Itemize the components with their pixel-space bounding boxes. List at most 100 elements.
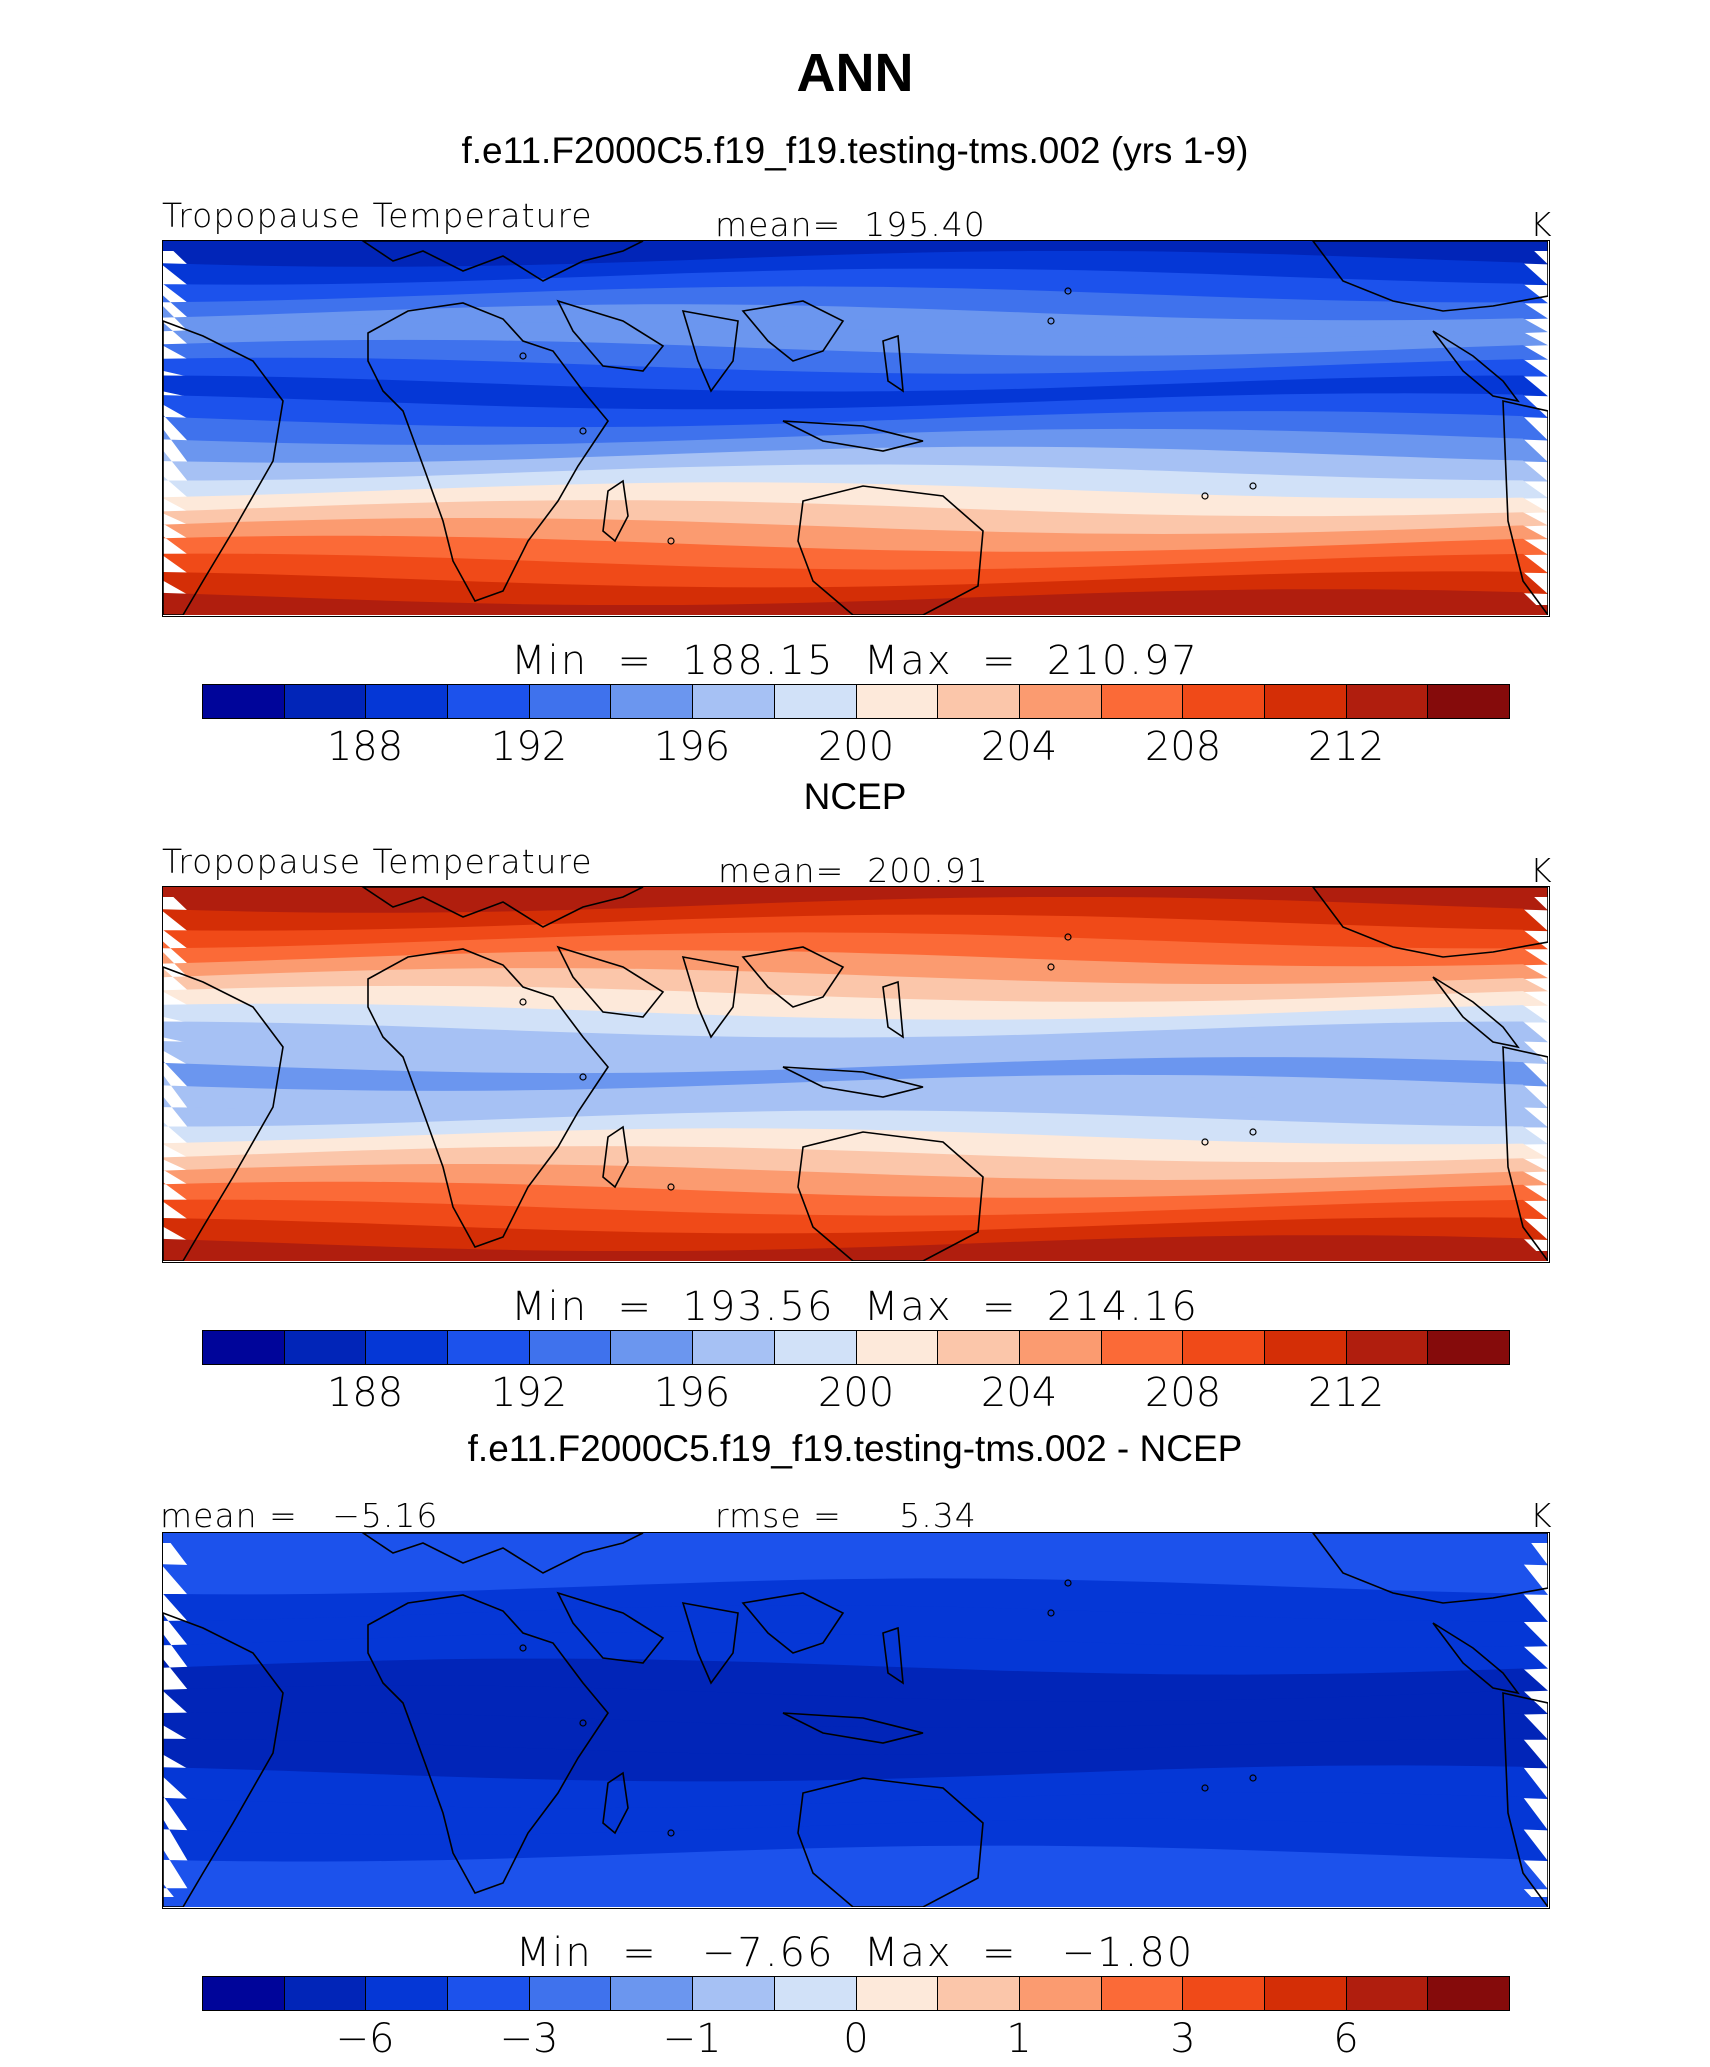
colorbar-swatch bbox=[938, 685, 1020, 718]
coastline bbox=[741, 300, 845, 362]
panel-2-tick: 212 bbox=[1307, 1370, 1385, 1416]
contour-band bbox=[163, 1039, 1548, 1075]
coastline bbox=[1432, 330, 1520, 403]
colorbar-swatch bbox=[366, 1977, 449, 2010]
coastline bbox=[163, 966, 284, 1261]
contour-band bbox=[163, 1897, 1548, 1907]
panel-3-tick: 1 bbox=[1006, 2016, 1032, 2062]
contour-band bbox=[163, 1164, 1548, 1199]
coastline bbox=[556, 1591, 665, 1664]
island-outline bbox=[1064, 287, 1072, 295]
colorbar-swatch bbox=[693, 685, 775, 718]
panel-1-tick: 208 bbox=[1144, 724, 1222, 770]
coastline bbox=[882, 334, 904, 393]
colorbar-swatch bbox=[938, 1977, 1020, 2010]
panel-3-tick: 0 bbox=[843, 2016, 869, 2062]
panel-3-map bbox=[162, 1532, 1550, 1909]
colorbar-swatch bbox=[693, 1977, 775, 2010]
contour-band bbox=[163, 968, 1548, 1003]
contour-band bbox=[163, 241, 1548, 251]
panel-3-units-label: K bbox=[1530, 1496, 1553, 1535]
contour-band bbox=[163, 250, 1548, 286]
colorbar-swatch bbox=[284, 1331, 367, 1364]
panel-3-title: f.e11.F2000C5.f19_f19.testing-tms.002 - … bbox=[467, 1428, 1243, 1469]
contour-band bbox=[163, 1578, 1548, 1623]
panel-1-map bbox=[162, 240, 1550, 617]
panel-2-title: NCEP bbox=[803, 776, 907, 817]
coastline bbox=[681, 1601, 739, 1685]
contour-band bbox=[163, 1712, 1548, 1756]
coastline bbox=[1502, 399, 1548, 615]
panel-2-units-label: K bbox=[1530, 851, 1553, 890]
contour-band bbox=[163, 393, 1548, 429]
panel-1-tick: 192 bbox=[490, 724, 568, 770]
contour-band bbox=[163, 1021, 1548, 1057]
colorbar-swatch bbox=[1101, 1331, 1184, 1364]
island-outline bbox=[667, 1829, 675, 1837]
coastline bbox=[602, 479, 629, 543]
contour-band bbox=[163, 482, 1548, 518]
contour-band bbox=[163, 1792, 1548, 1836]
coastline bbox=[741, 946, 845, 1008]
colorbar-swatch bbox=[856, 1331, 939, 1364]
contour-band bbox=[163, 914, 1548, 950]
colorbar-swatch bbox=[611, 685, 694, 718]
panel-2-mean-label: mean= 200.91 bbox=[718, 851, 989, 890]
panel-2-tick: 188 bbox=[326, 1370, 404, 1416]
panel-3-rmse-label: rmse = 5.34 bbox=[715, 1496, 977, 1535]
contour-band bbox=[163, 1003, 1548, 1039]
coastline bbox=[1502, 1045, 1548, 1261]
colorbar-swatch bbox=[938, 1331, 1020, 1364]
island-outline bbox=[519, 1644, 527, 1652]
colorbar-swatch bbox=[1346, 685, 1429, 718]
contour-band bbox=[163, 464, 1548, 500]
coastline bbox=[163, 1612, 284, 1907]
colorbar-swatch bbox=[1264, 1977, 1347, 2010]
coastline bbox=[1432, 976, 1520, 1049]
panel-3-tick: −3 bbox=[499, 2016, 559, 2062]
colorbar-swatch bbox=[203, 1977, 285, 2010]
colorbar-swatch bbox=[1183, 1977, 1265, 2010]
contour-band bbox=[163, 500, 1548, 535]
coastline bbox=[1312, 241, 1548, 312]
island-outline bbox=[579, 427, 587, 435]
contour-band bbox=[163, 322, 1548, 357]
panel-3-colorbar-ticks: −6 −3 −1 0 1 3 6 bbox=[202, 2016, 1510, 2066]
contour-band bbox=[163, 1533, 1548, 1543]
coastline bbox=[1312, 1533, 1548, 1604]
panel-1-colorbar bbox=[202, 684, 1510, 719]
colorbar-swatch bbox=[1264, 1331, 1347, 1364]
coastline bbox=[681, 309, 739, 393]
island-outline bbox=[579, 1073, 587, 1081]
contour-band bbox=[163, 950, 1548, 985]
coastline bbox=[797, 1777, 984, 1907]
island-outline bbox=[1201, 1138, 1209, 1146]
colorbar-swatch bbox=[856, 1977, 939, 2010]
colorbar-swatch bbox=[1101, 685, 1184, 718]
panel-1-units-label: K bbox=[1530, 205, 1553, 244]
panel-1-tick: 212 bbox=[1307, 724, 1385, 770]
contour-band bbox=[163, 1765, 1548, 1810]
contour-band bbox=[163, 1128, 1548, 1164]
contour-band bbox=[163, 268, 1548, 304]
panel-1-colorbar-ticks: 188 192 196 200 204 208 212 bbox=[202, 724, 1510, 774]
contour-band bbox=[163, 1110, 1548, 1146]
coastline bbox=[367, 302, 609, 602]
panel-1-title: f.e11.F2000C5.f19_f19.testing-tms.002 (y… bbox=[461, 130, 1249, 171]
panel-3-tick: 6 bbox=[1333, 2016, 1359, 2062]
coastline bbox=[782, 420, 924, 452]
colorbar-swatch bbox=[1346, 1977, 1429, 2010]
panel-1-tick: 188 bbox=[326, 724, 404, 770]
coastline bbox=[367, 1594, 609, 1894]
contour-band bbox=[163, 1146, 1548, 1181]
island-outline bbox=[1249, 1128, 1257, 1136]
panel-3-mean-label: mean = −5.16 bbox=[160, 1496, 439, 1535]
contour-band bbox=[163, 286, 1548, 322]
panel-3-tick: −6 bbox=[335, 2016, 395, 2062]
colorbar-swatch bbox=[774, 685, 857, 718]
island-outline bbox=[519, 998, 527, 1006]
colorbar-swatch bbox=[1019, 1331, 1102, 1364]
island-outline bbox=[579, 1719, 587, 1727]
colorbar-swatch bbox=[448, 1331, 530, 1364]
panel-3-tick: 3 bbox=[1170, 2016, 1196, 2062]
